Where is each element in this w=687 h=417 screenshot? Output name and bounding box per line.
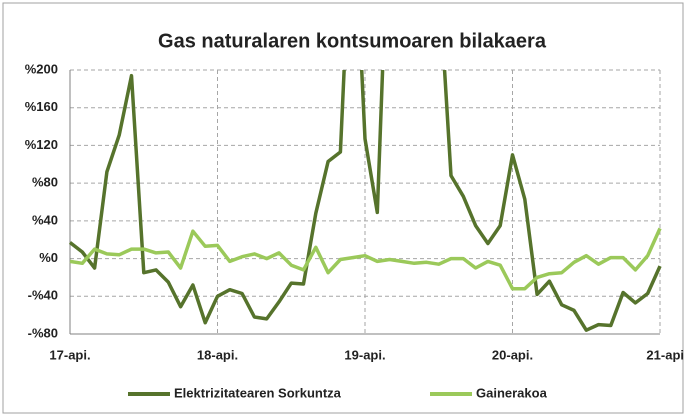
y-tick-label: %160 — [25, 99, 58, 114]
y-tick-label: %80 — [32, 175, 58, 190]
y-tick-label: -%40 — [28, 288, 58, 303]
y-tick-label: %200 — [25, 61, 58, 76]
x-tick-label: 17-api. — [49, 347, 90, 362]
series-line — [68, 70, 662, 332]
x-tick-label: 21-api — [646, 347, 684, 362]
x-tick-label: 18-api. — [197, 347, 238, 362]
x-tick-label: 20-api. — [492, 347, 533, 362]
y-tick-label: %120 — [25, 137, 58, 152]
legend-label: Gainerakoa — [476, 385, 548, 400]
legend-label: Elektrizitatearen Sorkuntza — [174, 385, 342, 400]
plot-lines — [68, 70, 662, 332]
chart-title: Gas naturalaren kontsumoaren bilakaera — [158, 30, 547, 52]
y-tick-label: -%80 — [28, 325, 58, 340]
series-line — [69, 227, 662, 291]
x-tick-label: 19-api. — [344, 347, 385, 362]
y-tick-label: %0 — [39, 250, 58, 265]
y-tick-label: %40 — [32, 212, 58, 227]
